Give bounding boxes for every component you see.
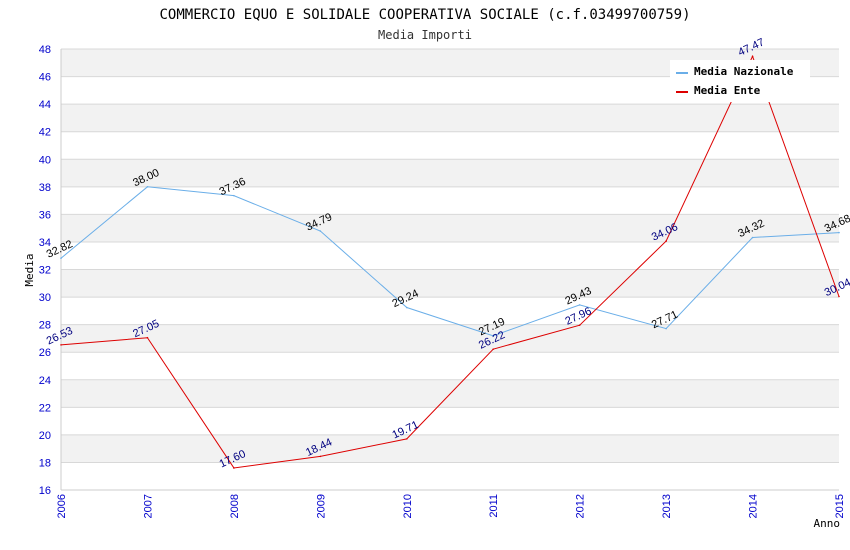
x-tick-label: 2006 (56, 494, 68, 518)
background-band (61, 324, 839, 353)
y-tick-label: 28 (39, 320, 51, 332)
background-bands (61, 49, 839, 490)
y-tick-label: 16 (39, 485, 51, 497)
data-point (146, 336, 149, 339)
y-tick-label: 36 (39, 209, 51, 221)
background-band (61, 269, 839, 298)
data-point (751, 236, 754, 239)
data-point (319, 455, 322, 458)
y-tick-label: 44 (39, 99, 51, 111)
data-point (319, 230, 322, 232)
y-tick-label: 34 (39, 237, 51, 249)
y-tick-label: 32 (39, 265, 51, 277)
chart-title: COMMERCIO EQUO E SOLIDALE COOPERATIVA SO… (159, 7, 690, 23)
background-band (61, 159, 839, 187)
y-tick-label: 30 (39, 292, 51, 304)
data-point (60, 257, 62, 259)
x-tick-label: 2014 (748, 494, 760, 518)
y-tick-label: 22 (39, 402, 51, 414)
data-point (665, 327, 667, 330)
y-tick-label: 46 (39, 72, 51, 84)
x-tick-label: 2008 (229, 494, 241, 518)
data-point (233, 467, 235, 469)
y-tick-label: 26 (39, 347, 51, 359)
x-axis-label: Anno (814, 517, 841, 530)
background-band (61, 297, 839, 325)
y-tick-label: 20 (39, 430, 51, 442)
data-point (665, 240, 667, 242)
x-tick-label: 2010 (402, 494, 414, 518)
y-tick-label: 18 (39, 457, 51, 469)
plot-frame (60, 49, 839, 491)
background-band (61, 214, 839, 242)
data-point (751, 55, 754, 58)
background-band (61, 352, 839, 380)
data-point (492, 334, 495, 337)
gridlines (61, 48, 839, 491)
x-tick-label: 2009 (315, 494, 327, 518)
x-tick-label: 2011 (488, 494, 500, 518)
legend-label-media-nazionale: Media Nazionale (694, 65, 794, 78)
y-tick-label: 24 (39, 375, 51, 387)
background-band (61, 104, 839, 132)
data-point (233, 194, 235, 197)
background-band (61, 462, 839, 490)
background-band (61, 186, 839, 215)
data-point (578, 324, 581, 326)
x-tick-label: 2015 (834, 494, 846, 518)
data-point (838, 295, 840, 298)
background-band (61, 407, 839, 435)
series-lines (60, 54, 840, 469)
background-band (61, 131, 839, 160)
data-point (60, 344, 62, 346)
background-band (61, 241, 839, 270)
data-point (838, 231, 840, 234)
data-point (492, 348, 495, 350)
y-tick-label: 38 (39, 182, 51, 194)
data-point (405, 306, 408, 309)
x-tick-label: 2013 (661, 494, 673, 518)
legend-box (670, 60, 810, 102)
chart-subtitle: Media Importi (378, 28, 472, 42)
y-axis-label: Media (23, 253, 36, 286)
background-band (61, 434, 839, 463)
series-line-media-ente (60, 54, 840, 469)
x-axis-ticks: 2006 2007 2008 2009 2010 2011 2012 2013 2014 2015 (56, 494, 846, 518)
y-axis-ticks: 16 18 20 22 24 26 28 30 32 34 36 38 40 42 44 46 48 (39, 44, 51, 497)
legend-label-media-ente: Media Ente (694, 84, 761, 97)
x-tick-label: 2007 (142, 494, 154, 518)
series-line-media-nazionale (60, 186, 840, 337)
data-point (578, 304, 581, 306)
x-tick-label: 2012 (575, 494, 587, 518)
y-tick-label: 48 (39, 44, 51, 56)
legend: Media Nazionale Media Ente (670, 60, 810, 102)
y-tick-label: 42 (39, 127, 51, 139)
y-tick-label: 40 (39, 154, 51, 166)
data-point (146, 186, 149, 188)
data-point (405, 438, 408, 440)
